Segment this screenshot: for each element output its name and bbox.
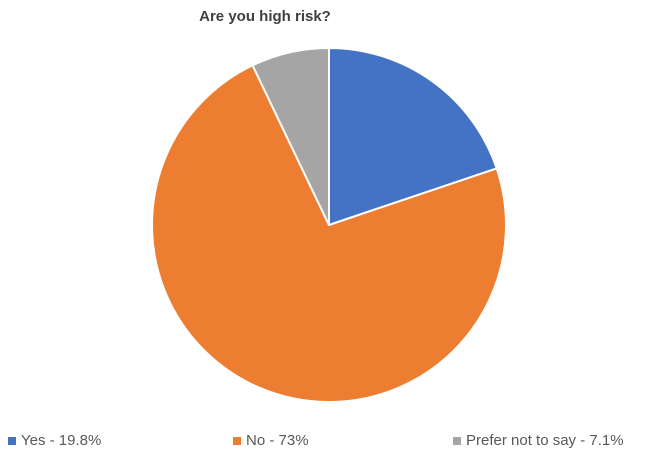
legend-swatch-no [233, 436, 241, 445]
legend: Yes - 19.8% No - 73% Prefer not to say -… [0, 432, 667, 452]
legend-label-prefer-not: Prefer not to say - 7.1% [466, 432, 624, 449]
legend-item-no: No - 73% [233, 432, 309, 449]
legend-item-prefer-not: Prefer not to say - 7.1% [453, 432, 624, 449]
legend-label-no: No - 73% [246, 432, 309, 449]
legend-label-yes: Yes - 19.8% [21, 432, 102, 449]
chart-title: Are you high risk? [199, 8, 331, 25]
legend-swatch-prefer-not [453, 436, 461, 445]
pie-plot-area [151, 46, 507, 403]
pie-slice-prefer-not [251, 46, 330, 226]
legend-item-yes: Yes - 19.8% [8, 432, 101, 449]
pie-slice-no [151, 64, 507, 403]
legend-swatch-yes [8, 436, 16, 445]
pie-slice-yes [328, 46, 498, 227]
